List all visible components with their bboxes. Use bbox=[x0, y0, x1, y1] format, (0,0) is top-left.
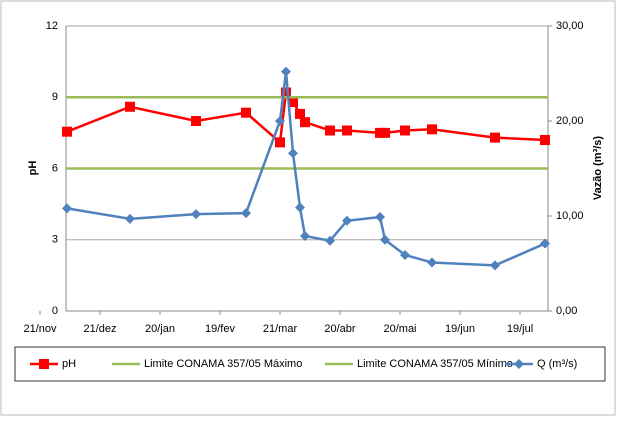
point bbox=[325, 235, 335, 246]
point bbox=[191, 116, 201, 126]
y2-tick-label: 0,00 bbox=[556, 305, 577, 317]
legend-label: pH bbox=[62, 358, 76, 370]
point bbox=[125, 101, 135, 112]
point bbox=[241, 208, 251, 219]
point bbox=[490, 132, 500, 143]
point bbox=[490, 260, 500, 271]
point bbox=[540, 238, 550, 249]
point bbox=[275, 116, 285, 126]
point bbox=[295, 108, 305, 119]
y-tick-label: 3 bbox=[52, 234, 58, 246]
legend-box bbox=[14, 346, 606, 382]
point bbox=[427, 257, 437, 268]
point bbox=[380, 127, 390, 138]
y-axis-label: pH bbox=[27, 161, 39, 176]
x-tick-label: 20/abr bbox=[324, 323, 356, 335]
y2-tick-label: 20,00 bbox=[556, 115, 584, 127]
y2-axis-label: Vazão (m³/s) bbox=[592, 136, 604, 201]
x-tick-label: 21/nov bbox=[23, 323, 57, 335]
point bbox=[540, 135, 550, 145]
point bbox=[400, 125, 410, 136]
point bbox=[62, 203, 72, 214]
point bbox=[281, 87, 291, 98]
point bbox=[427, 124, 437, 135]
point bbox=[125, 213, 135, 224]
legend-label: Limite CONAMA 357/05 Máximo bbox=[144, 358, 302, 370]
point bbox=[380, 234, 390, 245]
y-tick-label: 12 bbox=[46, 20, 58, 32]
x-tick-label: 21/mar bbox=[263, 323, 298, 335]
point bbox=[300, 230, 310, 241]
point bbox=[275, 137, 285, 148]
y-tick-label: 9 bbox=[52, 91, 58, 103]
point bbox=[295, 202, 305, 213]
point bbox=[325, 125, 335, 136]
x-tick-label: 19/jul bbox=[507, 323, 533, 335]
legend-marker bbox=[39, 359, 49, 369]
x-tick-label: 19/fev bbox=[205, 323, 235, 335]
point bbox=[342, 215, 352, 226]
point bbox=[375, 211, 385, 222]
y-tick-label: 6 bbox=[52, 162, 58, 174]
legend-label: Q (m³/s) bbox=[537, 358, 577, 370]
legend-marker bbox=[514, 359, 524, 369]
legend-label: Limite CONAMA 357/05 Mínimo bbox=[357, 358, 513, 370]
y2-tick-label: 30,00 bbox=[556, 20, 584, 32]
point bbox=[300, 117, 310, 128]
point bbox=[342, 125, 352, 136]
point bbox=[191, 209, 201, 220]
point bbox=[288, 97, 298, 107]
x-tick-label: 21/dez bbox=[83, 323, 116, 335]
point bbox=[62, 126, 72, 137]
point bbox=[288, 148, 298, 159]
y2-tick-label: 10,00 bbox=[556, 210, 584, 222]
point bbox=[241, 107, 251, 118]
point bbox=[400, 249, 410, 260]
y-tick-label: 0 bbox=[52, 305, 58, 317]
x-tick-label: 19/jun bbox=[445, 323, 475, 335]
x-tick-label: 20/mai bbox=[383, 323, 416, 335]
x-tick-label: 20/jan bbox=[145, 323, 175, 335]
point bbox=[281, 66, 291, 77]
